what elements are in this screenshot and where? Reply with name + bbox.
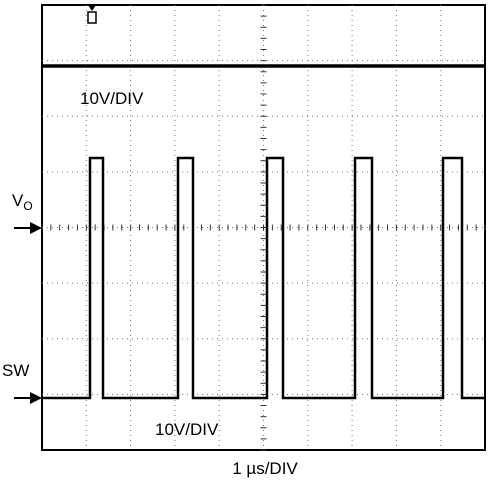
vo-label-main: V xyxy=(12,191,24,210)
sw-label: SW xyxy=(2,361,29,380)
sw-arrow-head xyxy=(30,392,42,404)
trigger-marker xyxy=(88,5,96,11)
vo-label-sub: O xyxy=(23,199,32,213)
vo-label: VO xyxy=(12,191,33,213)
sw-scale: 10V/DIV xyxy=(155,420,219,439)
sw-trace xyxy=(43,156,484,400)
time-scale: 1 µs/DIV xyxy=(232,459,298,478)
trigger-marker-box xyxy=(87,11,97,24)
vo-arrow-head xyxy=(30,222,42,234)
vo-scale: 10V/DIV xyxy=(80,89,144,108)
graticule xyxy=(41,4,486,451)
